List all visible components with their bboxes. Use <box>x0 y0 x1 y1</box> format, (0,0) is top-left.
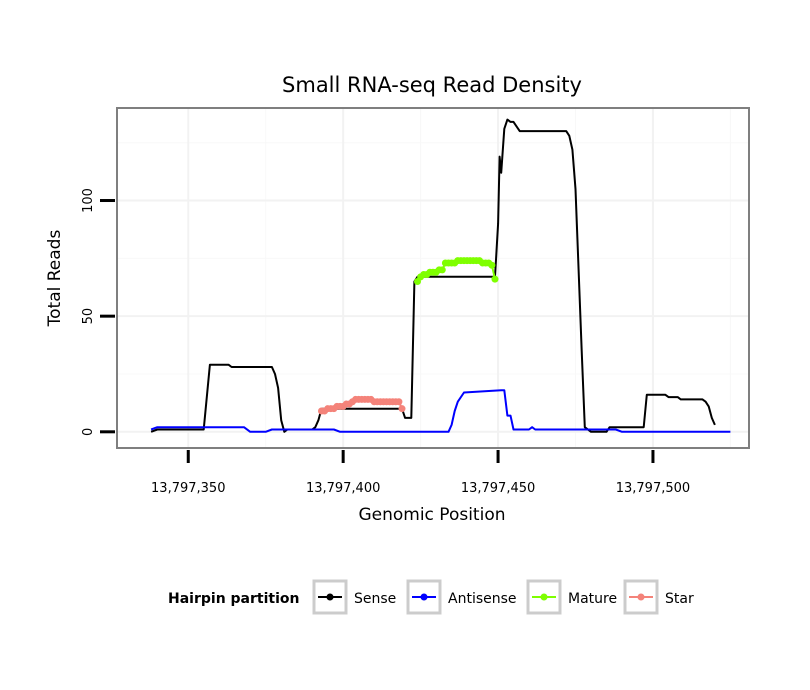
x-tick-label: 13,797,350 <box>151 481 225 496</box>
data-point-mature <box>438 266 446 274</box>
x-tick-label: 13,797,450 <box>461 481 535 496</box>
data-point-star <box>398 405 406 413</box>
legend-item-star: Star <box>623 579 694 615</box>
chart-title: Small RNA-seq Read Density <box>282 73 582 97</box>
legend-items: Sense Antisense Mature Star <box>312 579 694 615</box>
x-axis: 13,797,350 13,797,400 13,797,450 13,797,500 <box>151 450 690 496</box>
x-axis-title: Genomic Position <box>358 505 505 525</box>
legend-label: Sense <box>354 591 396 607</box>
x-tick-label: 13,797,400 <box>306 481 380 496</box>
y-axis: 0 50 100 <box>81 188 115 436</box>
data-point-mature <box>491 275 499 283</box>
series-line-antisense <box>150 389 731 433</box>
series-sense <box>150 118 716 433</box>
data-series <box>150 118 731 433</box>
legend-key-point <box>326 593 334 601</box>
legend-item-mature: Mature <box>526 579 617 615</box>
legend-label: Antisense <box>448 591 517 607</box>
legend-label: Mature <box>568 591 617 607</box>
plot-panel <box>116 107 750 449</box>
legend: Hairpin partition Sense Antisense Mature St… <box>168 579 694 615</box>
panel-border <box>116 107 750 449</box>
legend-item-antisense: Antisense <box>406 579 517 615</box>
y-axis-title: Total Reads <box>45 230 65 328</box>
series-line-sense <box>150 118 716 433</box>
legend-key-point <box>420 593 428 601</box>
legend-label: Star <box>665 591 694 607</box>
series-star <box>317 395 406 415</box>
data-point-mature <box>488 261 496 269</box>
y-tick-label: 0 <box>81 428 96 436</box>
data-point-star <box>395 398 403 406</box>
y-tick-label: 50 <box>81 308 96 325</box>
series-antisense <box>150 389 731 433</box>
y-tick-label: 100 <box>81 188 96 213</box>
series-mature <box>414 257 499 285</box>
legend-key-point <box>637 593 645 601</box>
legend-title: Hairpin partition <box>168 591 299 607</box>
panel-background <box>117 108 749 448</box>
grid-lines <box>117 108 749 448</box>
legend-key-point <box>540 593 548 601</box>
legend-item-sense: Sense <box>312 579 396 615</box>
x-tick-label: 13,797,500 <box>616 481 690 496</box>
